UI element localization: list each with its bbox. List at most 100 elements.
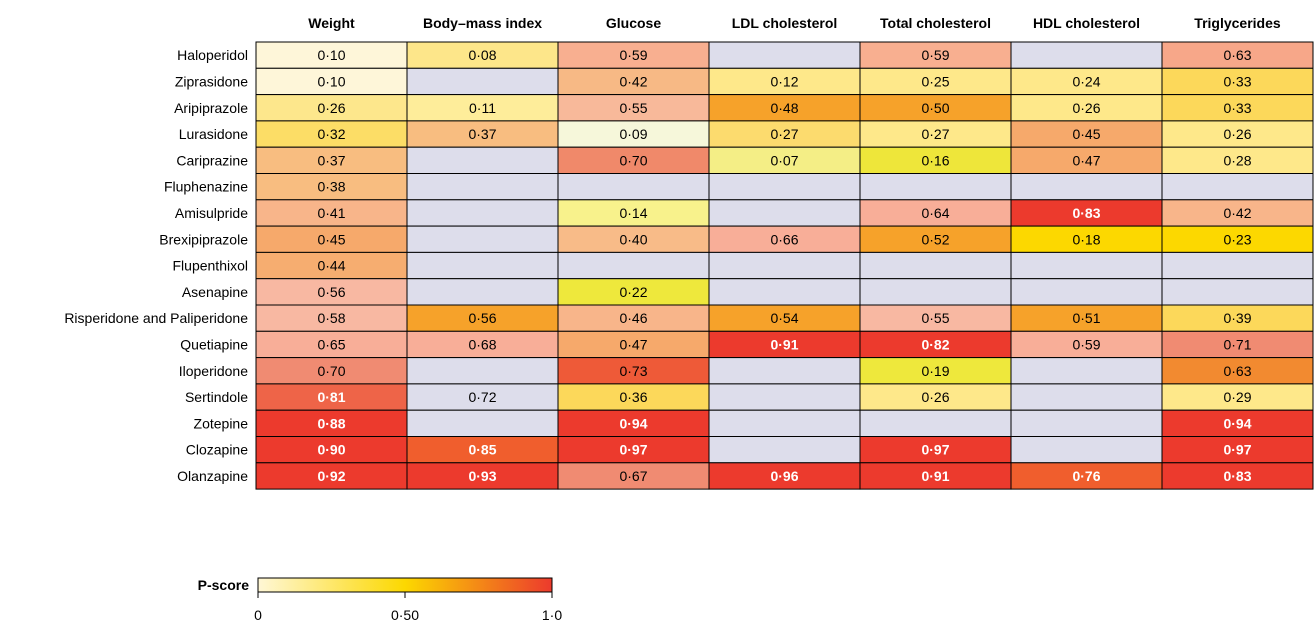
cell-clozapine-triglycerides [1161,436,1314,464]
cell-label-flupenthixol-weight: 0·44 [317,258,345,274]
cell-fluphenazine-triglycerides [1161,173,1314,201]
legend-ticks: 0 0·50 1·0 [254,592,562,623]
heatmap-cells: 0·10 0·08 0·59 0·59 0·63 0·10 0·42 0·12 0·25 0·24… [255,41,1314,490]
cell-clozapine-weight [255,436,408,464]
cell-label-quetiapine-ldl-cholesterol: 0·91 [770,336,798,352]
cell-label-iloperidone-total-cholesterol: 0·19 [921,363,949,379]
cell-asenapine-total-cholesterol [859,278,1012,306]
row-label-ziprasidone: Ziprasidone [175,73,248,89]
col-header-triglycerides: Triglycerides [1194,15,1281,31]
row-label-sertindole: Sertindole [185,389,248,405]
cell-iloperidone-ldl-cholesterol [708,357,861,385]
col-header-body-mass-index: Body–mass index [423,15,542,31]
cell-label-risperidone-and-paliperidone-total-cholesterol: 0·55 [921,310,949,326]
cell-flupenthixol-hdl-cholesterol [1010,251,1163,280]
cell-ziprasidone-hdl-cholesterol [1010,67,1163,96]
cell-amisulpride-body-mass-index [406,199,559,227]
cell-olanzapine-total-cholesterol [859,462,1012,490]
cell-label-ziprasidone-glucose: 0·42 [619,73,647,89]
cell-clozapine-hdl-cholesterol [1010,436,1163,464]
cell-label-haloperidol-weight: 0·10 [317,47,345,63]
cell-iloperidone-weight [255,357,408,385]
cell-label-brexipiprazole-triglycerides: 0·23 [1223,231,1251,247]
cell-sertindole-total-cholesterol [859,383,1012,411]
cell-asenapine-hdl-cholesterol [1010,278,1163,306]
cell-asenapine-glucose [557,278,710,306]
cell-flupenthixol-body-mass-index [406,251,559,280]
cell-quetiapine-glucose [557,330,710,359]
cell-label-brexipiprazole-glucose: 0·40 [619,231,647,247]
legend-color-bar [257,577,553,593]
cell-iloperidone-hdl-cholesterol [1010,357,1163,385]
cell-lurasidone-glucose [557,120,710,148]
col-header-total-cholesterol: Total cholesterol [880,15,991,31]
cell-label-sertindole-triglycerides: 0·29 [1223,389,1251,405]
cell-risperidone-and-paliperidone-triglycerides [1161,304,1314,332]
cell-lurasidone-weight [255,120,408,148]
cell-fluphenazine-body-mass-index [406,173,559,201]
cell-brexipiprazole-hdl-cholesterol [1010,225,1163,253]
cell-label-clozapine-triglycerides: 0·97 [1223,442,1251,458]
cell-risperidone-and-paliperidone-body-mass-index [406,304,559,332]
cell-aripiprazole-total-cholesterol [859,94,1012,122]
cell-flupenthixol-ldl-cholesterol [708,251,861,280]
cell-label-olanzapine-body-mass-index: 0·93 [468,468,496,484]
cell-flupenthixol-total-cholesterol [859,251,1012,280]
cell-haloperidol-body-mass-index [406,41,559,69]
cell-asenapine-ldl-cholesterol [708,278,861,306]
row-label-iloperidone: Iloperidone [179,363,248,379]
cell-label-aripiprazole-glucose: 0·55 [619,100,647,116]
cell-label-brexipiprazole-weight: 0·45 [317,231,345,247]
cell-brexipiprazole-glucose [557,225,710,253]
cell-sertindole-body-mass-index [406,383,559,411]
row-label-aripiprazole: Aripiprazole [174,100,248,116]
cell-fluphenazine-hdl-cholesterol [1010,173,1163,201]
cell-label-iloperidone-weight: 0·70 [317,363,345,379]
cell-label-olanzapine-ldl-cholesterol: 0·96 [770,468,798,484]
cell-label-olanzapine-hdl-cholesterol: 0·76 [1072,468,1100,484]
cell-label-risperidone-and-paliperidone-body-mass-index: 0·56 [468,310,496,326]
cell-clozapine-body-mass-index [406,436,559,464]
cell-lurasidone-body-mass-index [406,120,559,148]
cell-label-lurasidone-ldl-cholesterol: 0·27 [770,126,798,142]
cell-zotepine-triglycerides [1161,409,1314,438]
cell-fluphenazine-glucose [557,173,710,201]
cell-label-quetiapine-body-mass-index: 0·68 [468,336,496,352]
row-label-haloperidol: Haloperidol [177,47,248,63]
cell-label-cariprazine-glucose: 0·70 [619,152,647,168]
cell-aripiprazole-triglycerides [1161,94,1314,122]
cell-sertindole-hdl-cholesterol [1010,383,1163,411]
cell-label-ziprasidone-ldl-cholesterol: 0·12 [770,73,798,89]
row-label-flupenthixol: Flupenthixol [173,258,249,274]
cell-haloperidol-weight [255,41,408,69]
cell-label-lurasidone-triglycerides: 0·26 [1223,126,1251,142]
cell-label-cariprazine-triglycerides: 0·28 [1223,152,1251,168]
cell-label-clozapine-glucose: 0·97 [619,442,647,458]
cell-olanzapine-triglycerides [1161,462,1314,490]
cell-label-risperidone-and-paliperidone-ldl-cholesterol: 0·54 [770,310,798,326]
cell-fluphenazine-total-cholesterol [859,173,1012,201]
cell-label-ziprasidone-hdl-cholesterol: 0·24 [1072,73,1100,89]
cell-quetiapine-hdl-cholesterol [1010,330,1163,359]
cell-quetiapine-body-mass-index [406,330,559,359]
cell-label-clozapine-weight: 0·90 [317,442,345,458]
cell-label-risperidone-and-paliperidone-weight: 0·58 [317,310,345,326]
cell-zotepine-total-cholesterol [859,409,1012,438]
cell-label-ziprasidone-weight: 0·10 [317,73,345,89]
cell-label-olanzapine-triglycerides: 0·83 [1223,468,1251,484]
cell-label-amisulpride-hdl-cholesterol: 0·83 [1072,205,1100,221]
cell-label-ziprasidone-triglycerides: 0·33 [1223,73,1251,89]
cell-clozapine-glucose [557,436,710,464]
cell-label-zotepine-weight: 0·88 [317,415,345,431]
row-label-cariprazine: Cariprazine [176,152,248,168]
legend-tick-label-0: 0 [254,607,262,623]
cell-aripiprazole-weight [255,94,408,122]
cell-cariprazine-triglycerides [1161,146,1314,174]
row-label-olanzapine: Olanzapine [177,468,248,484]
cell-haloperidol-ldl-cholesterol [708,41,861,69]
col-header-ldl-cholesterol: LDL cholesterol [732,15,838,31]
cell-flupenthixol-triglycerides [1161,251,1314,280]
cell-flupenthixol-glucose [557,251,710,280]
row-label-lurasidone: Lurasidone [179,126,248,142]
cell-clozapine-ldl-cholesterol [708,436,861,464]
